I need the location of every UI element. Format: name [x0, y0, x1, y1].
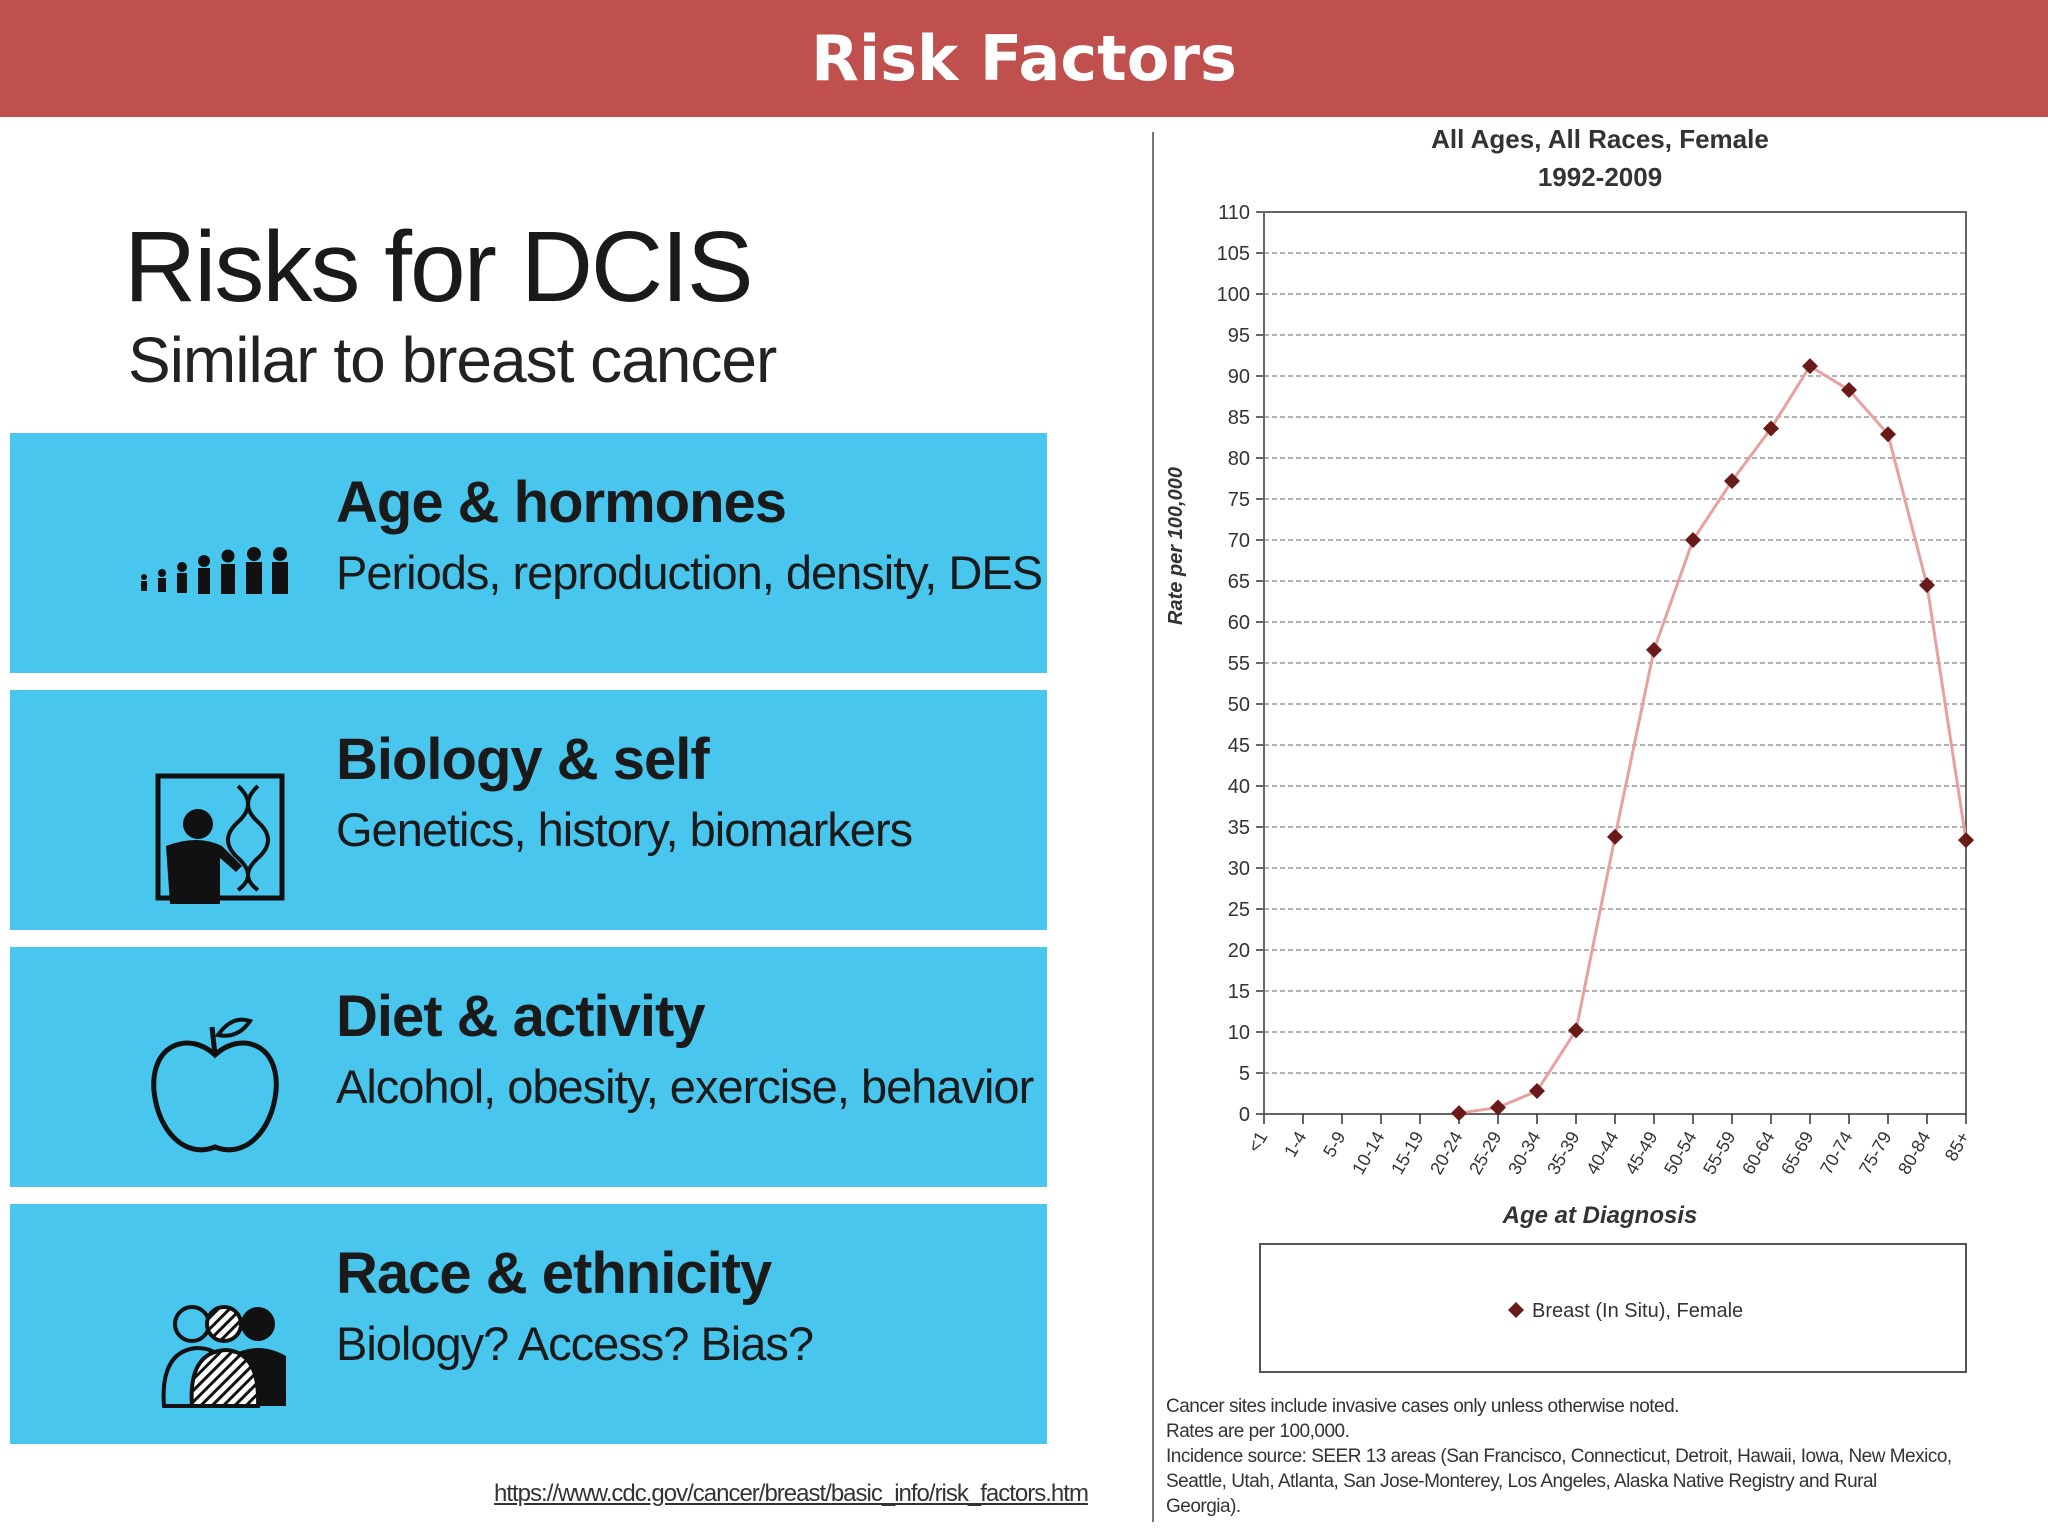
footnote-line: Incidence source: SEER 13 areas (San Fra…	[1166, 1446, 1952, 1467]
y-tick-label: 70	[1228, 530, 1250, 552]
apple-icon	[151, 1017, 279, 1153]
y-tick-label: 90	[1228, 366, 1250, 388]
risk-panel-age: Age & hormones Periods, reproduction, de…	[10, 433, 1047, 673]
footnote-line: Rates are per 100,000.	[1166, 1421, 1350, 1442]
y-tick-label: 65	[1228, 571, 1250, 593]
data-point	[1451, 1105, 1467, 1122]
x-tick-label: 75-79	[1855, 1128, 1895, 1178]
y-tick-label: 95	[1228, 325, 1250, 347]
vertical-divider	[1152, 132, 1154, 1522]
panel-title: Age & hormones	[336, 470, 787, 535]
data-point	[1841, 381, 1857, 398]
y-axis-label: Rate per 100,000	[1165, 467, 1187, 625]
y-tick-label: 60	[1228, 612, 1250, 634]
y-tick-label: 45	[1228, 735, 1250, 757]
x-tick-label: 35-39	[1543, 1128, 1583, 1178]
source-link[interactable]: https://www.cdc.gov/cancer/breast/basic_…	[494, 1480, 1089, 1507]
panel-subtitle: Genetics, history, biomarkers	[336, 803, 913, 856]
y-tick-label: 10	[1228, 1022, 1250, 1044]
x-tick-label: 85+	[1941, 1128, 1974, 1164]
slide-title: Risk Factors	[811, 22, 1237, 95]
data-point	[1958, 832, 1974, 849]
x-tick-label: 60-64	[1738, 1128, 1778, 1178]
y-tick-label: 105	[1217, 243, 1250, 265]
y-tick-label: 50	[1228, 694, 1250, 716]
y-tick-label: 15	[1228, 981, 1250, 1003]
data-point	[1529, 1083, 1545, 1100]
data-point	[1685, 532, 1701, 548]
x-tick-label: 55-59	[1699, 1128, 1739, 1178]
legend-marker	[1508, 1302, 1524, 1318]
x-axis-label: Age at Diagnosis	[1502, 1202, 1698, 1229]
x-tick-label: 5-9	[1319, 1128, 1349, 1161]
data-point	[1607, 828, 1623, 845]
panel-title: Biology & self	[336, 727, 710, 792]
age-progression-icon	[141, 547, 288, 594]
y-tick-label: 30	[1228, 858, 1250, 880]
risk-panel-biology: Biology & self Genetics, history, biomar…	[10, 690, 1047, 930]
y-tick-label: 85	[1228, 407, 1250, 429]
data-point	[1568, 1022, 1584, 1039]
x-tick-label: 10-14	[1348, 1128, 1388, 1178]
x-tick-label: 50-54	[1660, 1128, 1700, 1178]
y-tick-label: 20	[1228, 940, 1250, 962]
risks-subheading: Similar to breast cancer	[128, 324, 777, 396]
y-tick-label: 0	[1239, 1104, 1250, 1126]
panel-title: Diet & activity	[336, 984, 706, 1049]
scientist-dna-icon	[155, 773, 285, 904]
panel-subtitle: Alcohol, obesity, exercise, behavior	[336, 1060, 1034, 1113]
data-point	[1646, 641, 1662, 658]
risks-heading: Risks for DCIS	[124, 211, 754, 323]
legend-box	[1259, 1243, 1967, 1373]
risk-panel-race: Race & ethnicity Biology? Access? Bias?	[10, 1204, 1047, 1444]
footnote-line: Seattle, Utah, Atlanta, San Jose-Montere…	[1166, 1471, 1877, 1492]
chart-footnotes: Cancer sites include invasive cases only…	[1166, 1394, 2036, 1519]
slide-title-bar: Risk Factors	[0, 0, 2048, 117]
y-tick-label: 40	[1228, 776, 1250, 798]
x-tick-label: 45-49	[1621, 1128, 1661, 1178]
series-line	[1458, 364, 1968, 1115]
footnote-line: Cancer sites include invasive cases only…	[1166, 1396, 1679, 1417]
y-tick-label: 80	[1228, 448, 1250, 470]
y-tick-label: 100	[1217, 284, 1250, 306]
data-point	[1763, 420, 1779, 437]
x-tick-label: 40-44	[1582, 1128, 1622, 1178]
legend-label: Breast (In Situ), Female	[1532, 1300, 1743, 1322]
data-point	[1802, 358, 1818, 375]
x-tick-label: 65-69	[1777, 1128, 1817, 1178]
data-point	[1919, 577, 1935, 594]
footnote-line: Georgia).	[1166, 1496, 1241, 1517]
diverse-people-icon	[161, 1305, 286, 1408]
data-point	[1490, 1099, 1506, 1116]
x-tick-label: 70-74	[1816, 1128, 1856, 1178]
y-tick-label: 5	[1239, 1063, 1250, 1085]
y-tick-label: 25	[1228, 899, 1250, 921]
y-tick-label: 110	[1218, 202, 1250, 224]
x-tick-label: 25-29	[1465, 1128, 1505, 1178]
risk-panel-diet: Diet & activity Alcohol, obesity, exerci…	[10, 947, 1047, 1187]
x-tick-label: 20-24	[1426, 1128, 1466, 1178]
x-tick-label: <1	[1244, 1128, 1272, 1156]
data-point	[1724, 472, 1740, 489]
chart-subtitle: 1992-2009	[1538, 162, 1662, 192]
panel-title: Race & ethnicity	[336, 1241, 772, 1306]
x-tick-label: 1-4	[1280, 1128, 1310, 1161]
panel-subtitle: Biology? Access? Bias?	[336, 1317, 814, 1370]
x-tick-label: 30-34	[1504, 1128, 1544, 1178]
y-tick-label: 35	[1228, 817, 1250, 839]
panel-subtitle: Periods, reproduction, density, DES	[336, 546, 1043, 599]
incidence-chart: All Ages, All Races, Female 1992-2009 0 5 10…	[1165, 124, 1974, 1373]
y-tick-label: 55	[1228, 653, 1250, 675]
chart-title: All Ages, All Races, Female	[1431, 124, 1769, 154]
x-tick-label: 15-19	[1387, 1128, 1427, 1178]
x-tick-label: 80-84	[1894, 1128, 1934, 1178]
data-point	[1880, 426, 1896, 443]
y-tick-label: 75	[1228, 489, 1250, 511]
